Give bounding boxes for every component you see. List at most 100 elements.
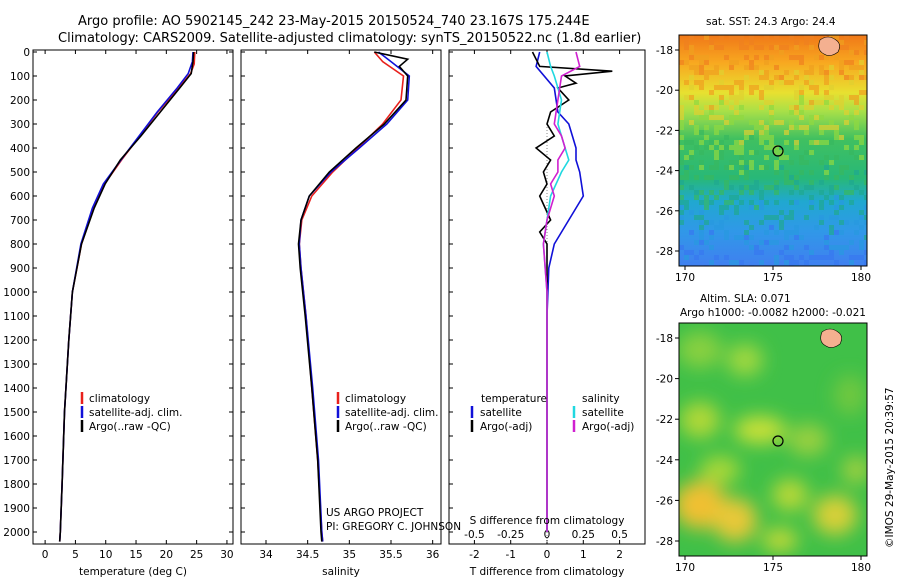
sst-pixel	[789, 160, 794, 165]
sst-pixel	[779, 80, 784, 85]
sst-pixel	[844, 190, 849, 195]
sst-pixel	[709, 235, 714, 240]
sst-pixel	[829, 200, 834, 205]
legend-satellite: satellite-adj. clim.	[345, 407, 438, 419]
sst-pixel	[794, 260, 799, 265]
sst-pixel	[744, 55, 749, 60]
legend-sal-argo: Argo(-adj)	[582, 421, 634, 433]
sst-pixel	[859, 225, 864, 230]
sst-pixel	[844, 45, 849, 50]
depth-tick-label: 1100	[3, 311, 30, 323]
sst-pixel	[699, 130, 704, 135]
sst-pixel	[849, 175, 854, 180]
x-tick-label: 0	[42, 549, 49, 561]
sst-pixel	[779, 150, 784, 155]
sst-pixel	[764, 165, 769, 170]
legend-climatology: climatology	[345, 393, 406, 405]
sst-pixel	[809, 65, 814, 70]
sst-pixel	[709, 260, 714, 265]
map-y-tick-label: -20	[656, 374, 673, 386]
sst-pixel	[709, 70, 714, 75]
sst-pixel	[694, 110, 699, 115]
sst-pixel	[679, 200, 684, 205]
sst-pixel	[784, 215, 789, 220]
sst-pixel	[744, 230, 749, 235]
sst-pixel	[799, 115, 804, 120]
sst-pixel	[854, 170, 859, 175]
sst-pixel	[784, 245, 789, 250]
sst-pixel	[839, 45, 844, 50]
sst-pixel	[684, 40, 689, 45]
sst-pixel	[864, 50, 867, 55]
sst-pixel	[824, 140, 829, 145]
sst-pixel	[694, 255, 699, 260]
sst-pixel	[699, 60, 704, 65]
sst-pixel	[809, 185, 814, 190]
sst-pixel	[729, 185, 734, 190]
sst-pixel	[679, 195, 684, 200]
sst-pixel	[859, 190, 864, 195]
sst-pixel	[804, 125, 809, 130]
sst-pixel	[774, 200, 779, 205]
sst-pixel	[739, 90, 744, 95]
depth-tick-label: 400	[10, 143, 30, 155]
sst-pixel	[804, 215, 809, 220]
sst-pixel	[749, 245, 754, 250]
sst-pixel	[769, 110, 774, 115]
sst-pixel	[744, 130, 749, 135]
sst-pixel	[774, 190, 779, 195]
sst-pixel	[694, 130, 699, 135]
sst-pixel	[679, 135, 684, 140]
sst-pixel	[699, 65, 704, 70]
sst-pixel	[784, 170, 789, 175]
sst-pixel	[729, 120, 734, 125]
sst-pixel	[819, 205, 824, 210]
sst-pixel	[744, 220, 749, 225]
salinity-x-axis: 34 34.5 35 35.5 36	[259, 50, 440, 561]
sst-pixel	[824, 175, 829, 180]
sst-pixel	[829, 225, 834, 230]
sst-pixel	[844, 245, 849, 250]
sst-pixel	[719, 210, 724, 215]
sst-pixel	[864, 250, 867, 255]
sst-pixel	[824, 255, 829, 260]
sst-pixel	[819, 160, 824, 165]
sst-pixel	[749, 235, 754, 240]
sst-pixel	[734, 235, 739, 240]
pi-credit: PI: GREGORY C. JOHNSON	[326, 521, 461, 533]
sst-pixel	[794, 225, 799, 230]
sst-pixel	[764, 155, 769, 160]
sst-pixel	[704, 145, 709, 150]
sst-pixel	[724, 85, 729, 90]
sst-pixel	[834, 245, 839, 250]
sst-pixel	[689, 185, 694, 190]
x-tick-label: 5	[72, 549, 79, 561]
sst-pixel	[859, 60, 864, 65]
sst-pixel	[804, 105, 809, 110]
sst-pixel	[769, 135, 774, 140]
x-tick-label-top: -0.25	[497, 529, 524, 541]
sst-pixel	[864, 205, 867, 210]
sst-pixel	[864, 235, 867, 240]
sst-pixel	[709, 230, 714, 235]
sst-pixel	[799, 190, 804, 195]
sst-pixel	[699, 190, 704, 195]
sst-pixel	[759, 165, 764, 170]
sst-pixel	[839, 40, 844, 45]
sst-pixel	[734, 140, 739, 145]
sst-pixel	[799, 160, 804, 165]
sst-pixel	[724, 255, 729, 260]
sst-pixel	[759, 220, 764, 225]
map-y-tick-label: -22	[656, 125, 673, 137]
sst-pixel	[809, 205, 814, 210]
sst-pixel	[849, 240, 854, 245]
sst-pixel	[749, 165, 754, 170]
sst-pixel	[799, 155, 804, 160]
sst-pixel	[859, 105, 864, 110]
x-tick-label-top: 0.5	[611, 529, 628, 541]
sst-pixel	[729, 145, 734, 150]
sst-pixel	[704, 195, 709, 200]
sst-pixel	[759, 75, 764, 80]
sst-pixel	[779, 45, 784, 50]
sst-pixel	[764, 200, 769, 205]
